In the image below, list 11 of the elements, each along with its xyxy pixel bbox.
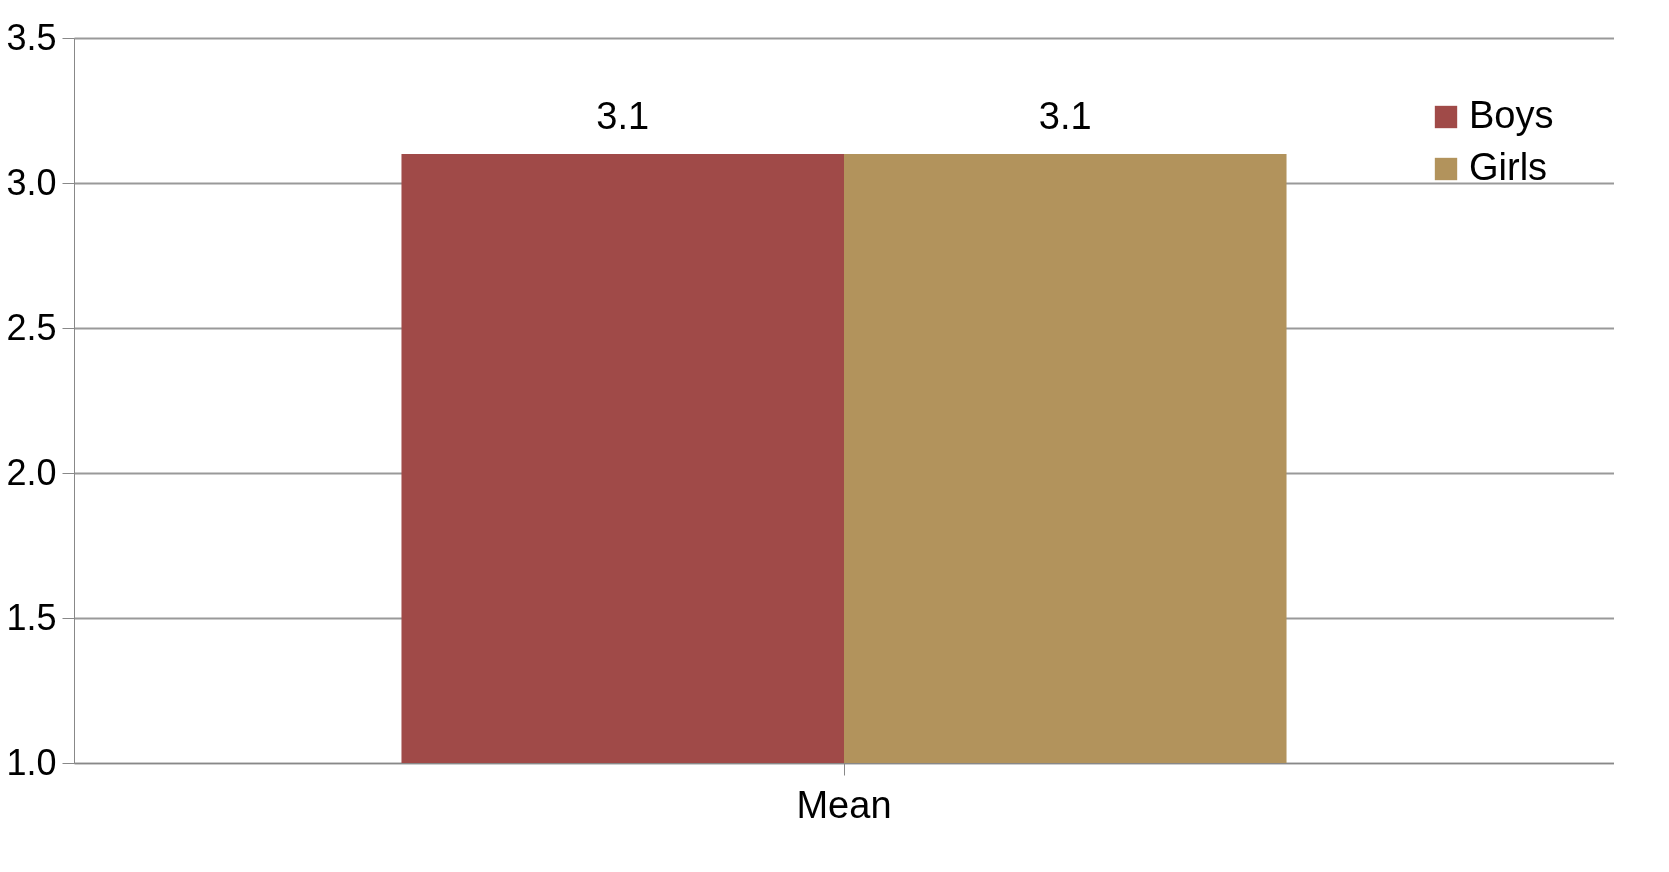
y-tick-label: 3.5 (6, 16, 57, 58)
y-tick-label: 2.0 (6, 451, 57, 493)
legend-label: Boys (1469, 94, 1554, 136)
y-tick-label: 3.0 (6, 161, 57, 203)
data-label: 3.1 (1038, 95, 1092, 137)
y-tick-label: 2.5 (6, 306, 57, 348)
legend-label: Girls (1469, 146, 1548, 188)
y-tick-label: 1.0 (6, 741, 57, 783)
y-tick-label: 1.5 (6, 596, 57, 638)
data-label: 3.1 (596, 95, 650, 137)
x-tick-label: Mean (796, 783, 892, 826)
